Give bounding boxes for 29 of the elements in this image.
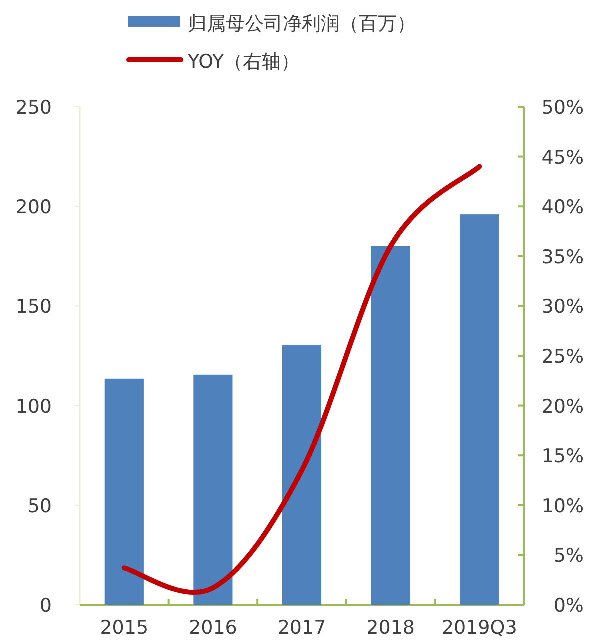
y-tick-label: 50 xyxy=(28,495,52,518)
x-tick-label: 2017 xyxy=(278,617,326,639)
y2-tick-label: 0% xyxy=(554,595,584,617)
x-tick-label: 2015 xyxy=(100,617,149,639)
y2-tick-label: 35% xyxy=(542,246,584,268)
y2-tick-label: 15% xyxy=(542,446,584,468)
x-tick-label: 2018 xyxy=(366,617,415,639)
y-tick-label: 100 xyxy=(16,396,52,418)
y-tick-label: 250 xyxy=(16,97,52,119)
legend-label: YOY（右轴） xyxy=(187,51,300,73)
y2-tick-label: 25% xyxy=(542,346,584,368)
y2-tick-label: 5% xyxy=(554,545,584,568)
bar xyxy=(460,214,500,605)
y2-tick-label: 40% xyxy=(542,196,584,219)
bar xyxy=(194,374,233,605)
y2-tick-label: 45% xyxy=(542,146,584,169)
y2-tick-label: 20% xyxy=(542,396,584,418)
y2-tick-label: 10% xyxy=(542,495,584,518)
y2-tick-label: 30% xyxy=(542,296,584,318)
bar xyxy=(104,378,144,605)
x-tick-label: 2016 xyxy=(189,617,238,639)
bar xyxy=(282,345,322,605)
y2-tick-label: 50% xyxy=(542,97,584,119)
x-tick-label: 2019Q3 xyxy=(442,617,518,639)
y-tick-label: 150 xyxy=(16,296,52,318)
bar xyxy=(371,246,410,605)
legend-label: 归属母公司净利润（百万） xyxy=(188,13,416,35)
y-tick-label: 0 xyxy=(40,595,52,617)
y-tick-label: 200 xyxy=(16,196,52,219)
